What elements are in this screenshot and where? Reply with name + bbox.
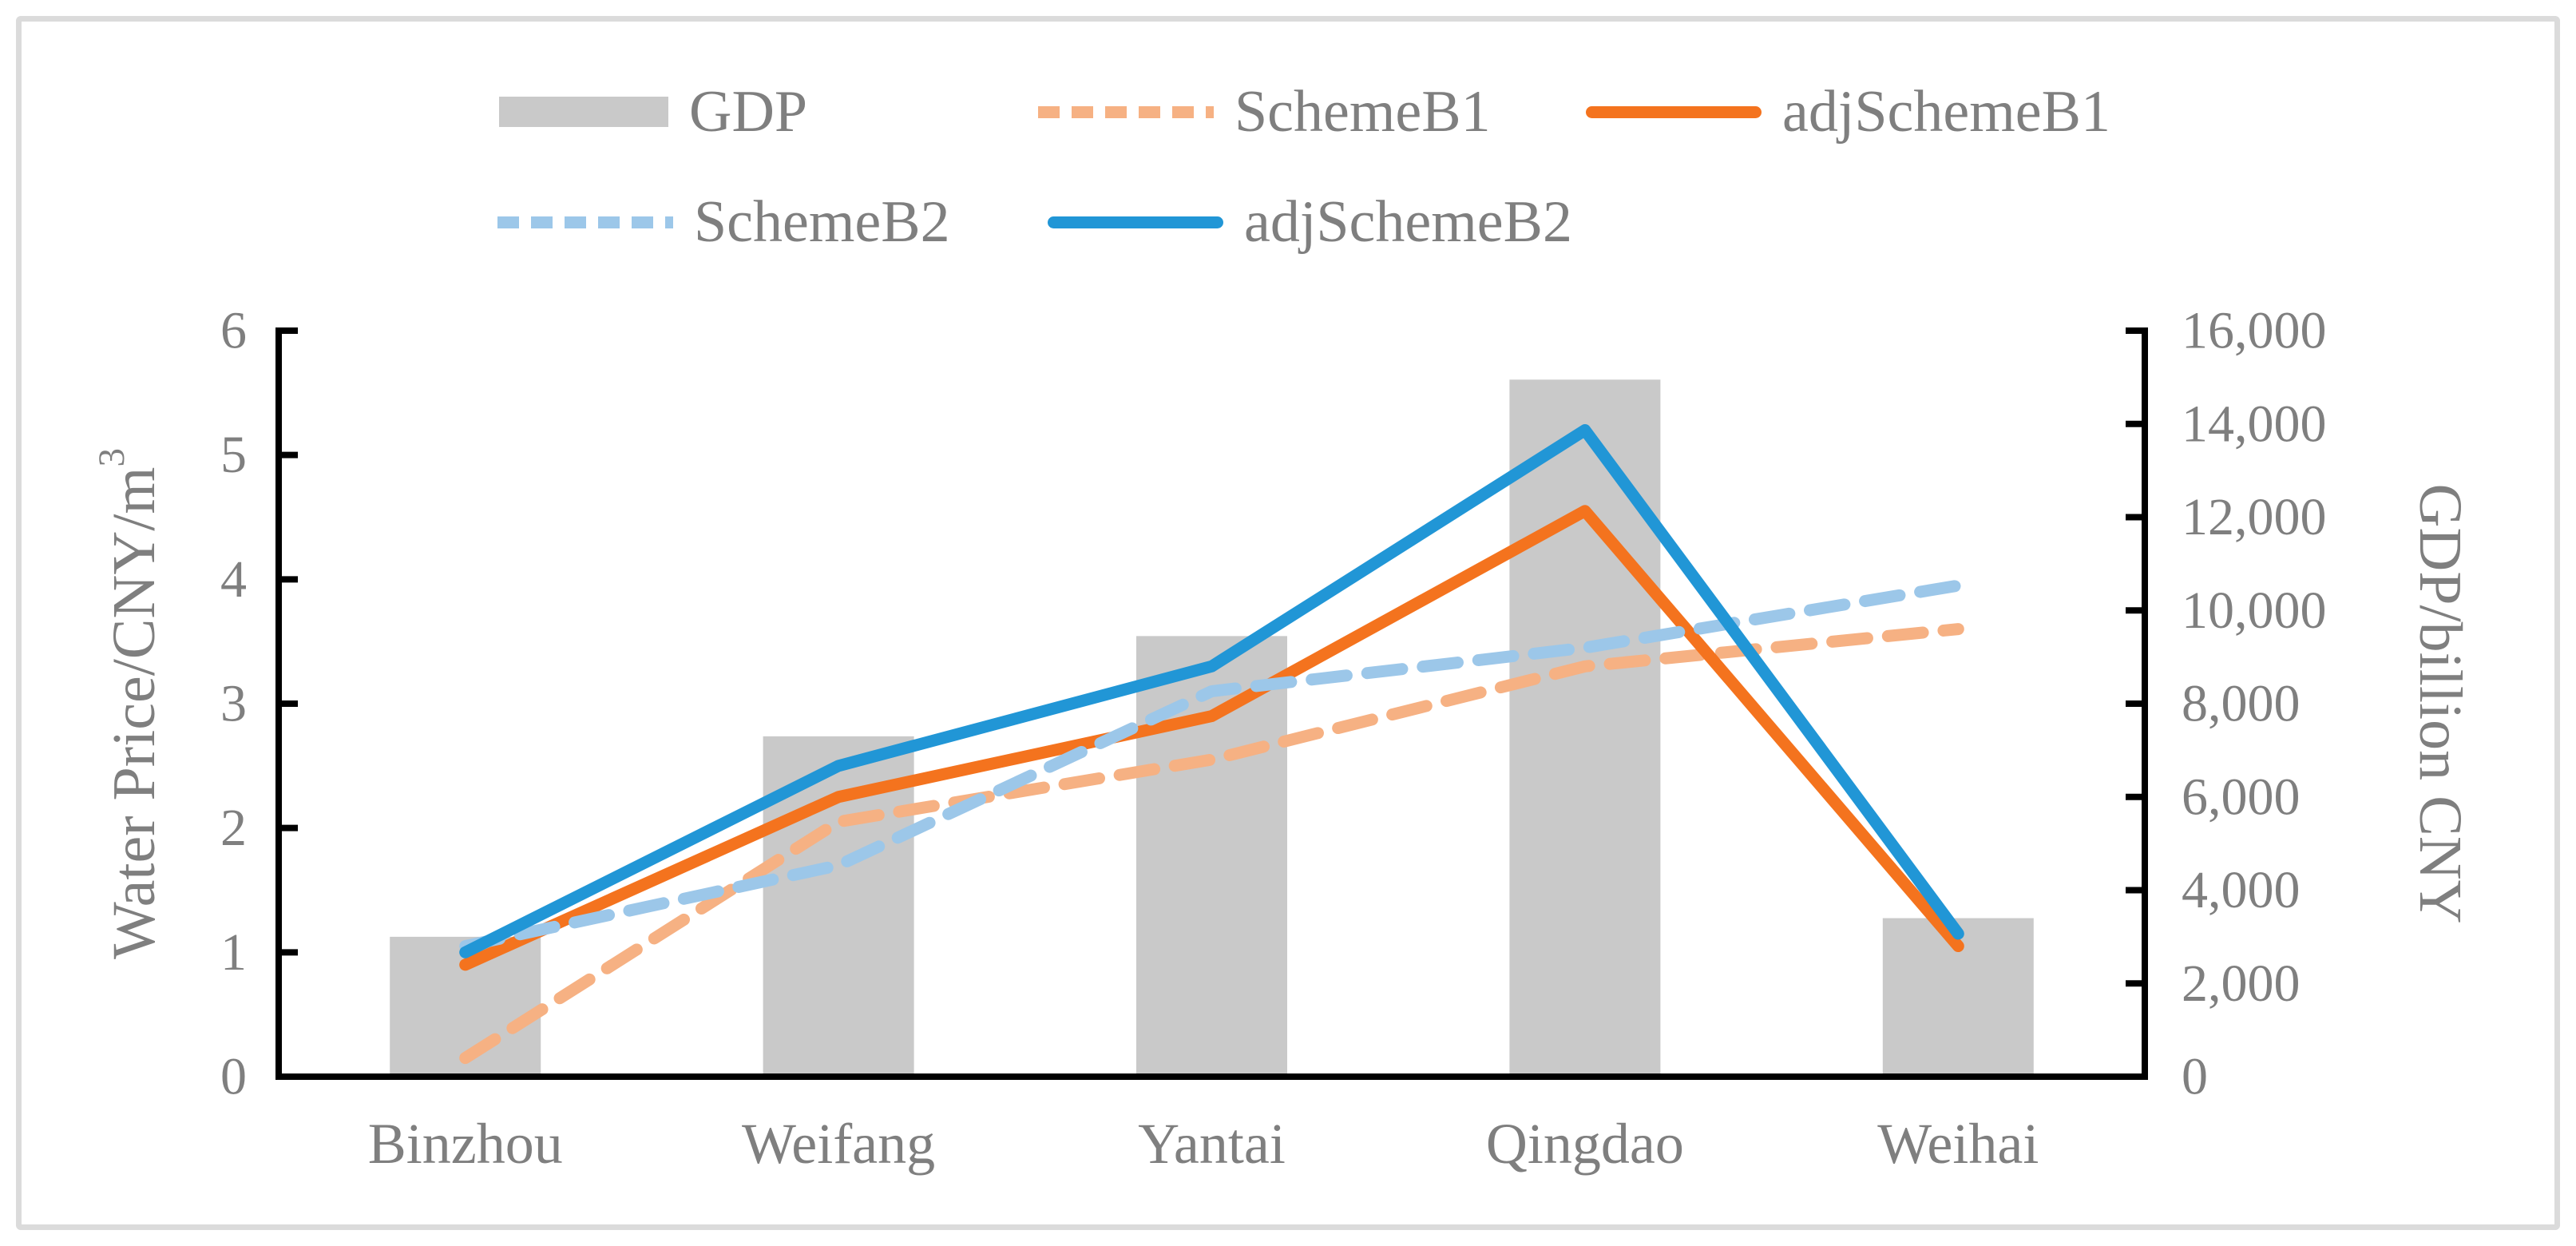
- left-axis-tick-label: 3: [220, 675, 247, 733]
- x-axis-category-label: Binzhou: [368, 1112, 563, 1176]
- line-adjschemeb1: [459, 505, 1964, 971]
- legend-label-adjschemeb1: adjSchemeB1: [1782, 79, 2111, 145]
- gdp-bar-swatch-icon: [499, 97, 668, 127]
- legend-item-schemeb2: SchemeB2: [497, 190, 950, 254]
- legend-item-schemeb1: SchemeB1: [1038, 80, 1491, 144]
- left-axis-tick-label: 0: [220, 1048, 247, 1106]
- right-axis-tick-label: 8,000: [2182, 675, 2301, 733]
- adjschemeb2-solid-line-swatch-icon: [1048, 216, 1223, 228]
- right-axis-tick-label: 14,000: [2182, 395, 2327, 453]
- bar-gdp-yantai: [1136, 636, 1287, 1077]
- left-axis-title: Water Price/CNY/m3: [91, 448, 168, 959]
- line-schemeb1: [459, 623, 1964, 1065]
- x-axis-category-label: Qingdao: [1486, 1112, 1684, 1176]
- right-axis-tick-label: 16,000: [2182, 302, 2327, 360]
- legend-label-schemeb1: SchemeB1: [1234, 79, 1491, 145]
- legend-label-schemeb2: SchemeB2: [694, 189, 950, 255]
- x-axis-category-label: Weihai: [1877, 1112, 2039, 1176]
- schemeb1-dashed-line-swatch-icon: [1038, 105, 1214, 118]
- legend-item-adjschemeb2: adjSchemeB2: [1048, 190, 1572, 254]
- legend-item-adjschemeb1: adjSchemeB1: [1586, 80, 2110, 144]
- right-axis-tick-label: 10,000: [2182, 581, 2327, 640]
- left-axis-tick-label: 6: [220, 302, 247, 360]
- right-axis-title: GDP/billion CNY: [2407, 483, 2474, 923]
- bar-gdp-qingdao: [1509, 379, 1661, 1077]
- left-axis-tick-label: 5: [220, 426, 247, 484]
- line-adjschemeb2: [459, 424, 1964, 958]
- line-schemeb2: [459, 579, 1964, 953]
- left-axis-tick-label: 4: [220, 550, 247, 609]
- right-axis-tick-label: 12,000: [2182, 488, 2327, 546]
- legend-label-adjschemeb2: adjSchemeB2: [1244, 189, 1573, 255]
- right-axis-tick-label: 4,000: [2182, 861, 2301, 919]
- right-axis-tick-label: 2,000: [2182, 954, 2301, 1013]
- adjschemeb1-solid-line-swatch-icon: [1586, 105, 1762, 118]
- legend-item-gdp: GDP: [499, 80, 807, 144]
- x-axis-category-label: Weifang: [742, 1112, 935, 1176]
- left-axis-tick-label: 1: [220, 923, 247, 982]
- left-axis-tick-label: 2: [220, 799, 247, 857]
- x-axis-category-label: Yantai: [1138, 1112, 1286, 1176]
- right-axis-tick-label: 6,000: [2182, 768, 2301, 826]
- schemeb2-dashed-line-swatch-icon: [497, 216, 673, 228]
- right-axis-tick-label: 0: [2182, 1048, 2208, 1106]
- legend-label-gdp: GDP: [689, 79, 808, 145]
